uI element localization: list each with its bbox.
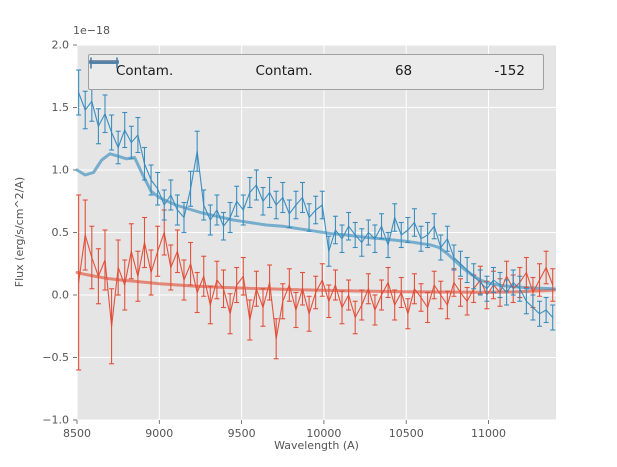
svg-text:0.0: 0.0	[52, 289, 70, 302]
svg-text:11000: 11000	[471, 427, 506, 440]
legend-item-label: 68	[394, 63, 413, 80]
svg-text:9500: 9500	[228, 427, 256, 440]
legend-item-68: 68	[90, 57, 413, 80]
legend-item-minus152: -152	[90, 57, 525, 80]
svg-text:2.0: 2.0	[52, 39, 70, 52]
legend-item-contam-blue: Contam.	[89, 60, 313, 80]
legend-item-label: Contam.	[255, 63, 313, 80]
svg-text:−1.0: −1.0	[42, 414, 69, 427]
legend-item-label: -152	[494, 63, 525, 80]
legend: Contam. Contam. 68 -152	[88, 54, 544, 90]
x-axis-label: Wavelength (A)	[274, 439, 359, 452]
svg-text:1.5: 1.5	[52, 101, 70, 114]
svg-text:10000: 10000	[306, 427, 341, 440]
svg-text:9000: 9000	[145, 427, 173, 440]
y-axis-label: Flux (erg/s/cm^2/A)	[13, 176, 26, 288]
y-axis-offset-label: 1e−18	[73, 24, 110, 37]
svg-text:8500: 8500	[63, 427, 91, 440]
svg-text:1.0: 1.0	[52, 164, 70, 177]
legend-item-label: Contam.	[116, 63, 174, 80]
svg-text:0.5: 0.5	[52, 226, 70, 239]
svg-text:10500: 10500	[389, 427, 424, 440]
svg-text:−0.5: −0.5	[42, 351, 69, 364]
